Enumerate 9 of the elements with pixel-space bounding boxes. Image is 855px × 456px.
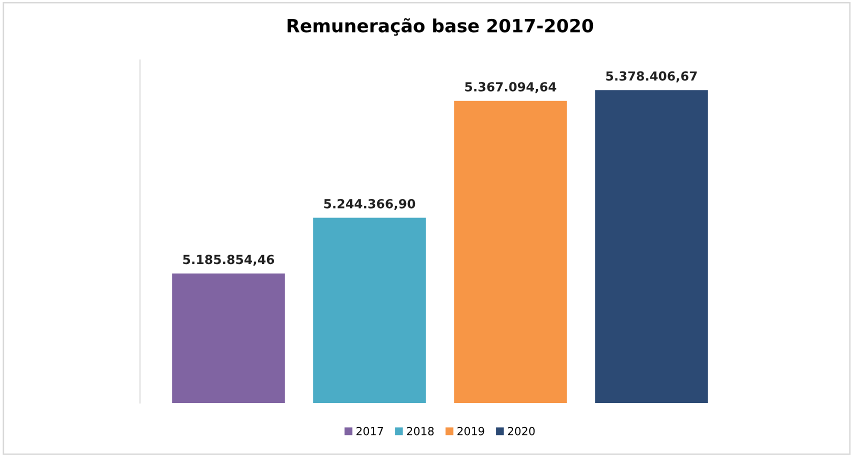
data-label: 5.378.406,67 <box>606 71 697 82</box>
data-label: 5.185.854,46 <box>183 254 274 266</box>
legend-label: 2017 <box>356 426 383 436</box>
data-label: 5.244.366,90 <box>324 198 416 210</box>
legend-label: 2020 <box>508 426 535 436</box>
data-label: 5.367.094,64 <box>465 82 556 94</box>
chart-title: Remuneração base 2017-2020 <box>288 18 594 36</box>
legend-label: 2018 <box>406 426 434 436</box>
legend-label: 2019 <box>457 426 484 436</box>
